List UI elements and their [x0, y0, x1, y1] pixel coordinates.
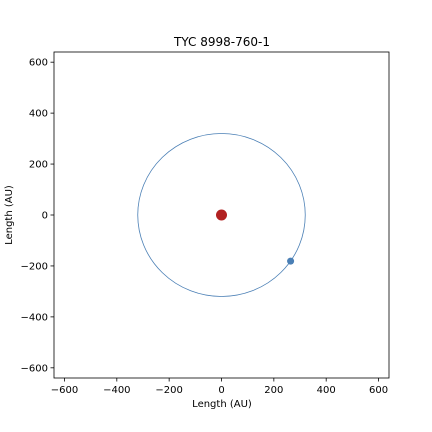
star-marker [216, 209, 227, 221]
chart-title: TYC 8998-760-1 [173, 35, 270, 49]
y-axis-ticks: −600 −400 −200 0 200 400 600 [21, 58, 54, 374]
x-tick-label: 0 [218, 385, 224, 396]
plot-frame [53, 51, 390, 379]
y-tick-label: 200 [29, 160, 48, 171]
y-axis-label: Length (AU) [4, 185, 15, 245]
y-tick-label: 600 [29, 58, 48, 69]
y-tick-label: 0 [42, 211, 48, 222]
y-tick-label: −200 [21, 261, 48, 272]
x-axis-ticks: −600 −400 −200 0 200 400 600 [51, 378, 388, 396]
planet-marker [287, 257, 295, 265]
x-tick-label: 400 [317, 385, 336, 396]
y-tick-label: −400 [21, 312, 48, 323]
orbit-layer [137, 133, 306, 297]
x-tick-label: 200 [264, 385, 283, 396]
orbit-path [137, 133, 306, 297]
y-tick-label: 400 [29, 109, 48, 120]
x-axis-label: Length (AU) [192, 399, 252, 410]
x-tick-label: −600 [51, 385, 78, 396]
x-tick-label: −400 [103, 385, 130, 396]
x-tick-label: 600 [369, 385, 388, 396]
x-tick-label: −200 [155, 385, 182, 396]
y-tick-label: −600 [21, 363, 48, 374]
